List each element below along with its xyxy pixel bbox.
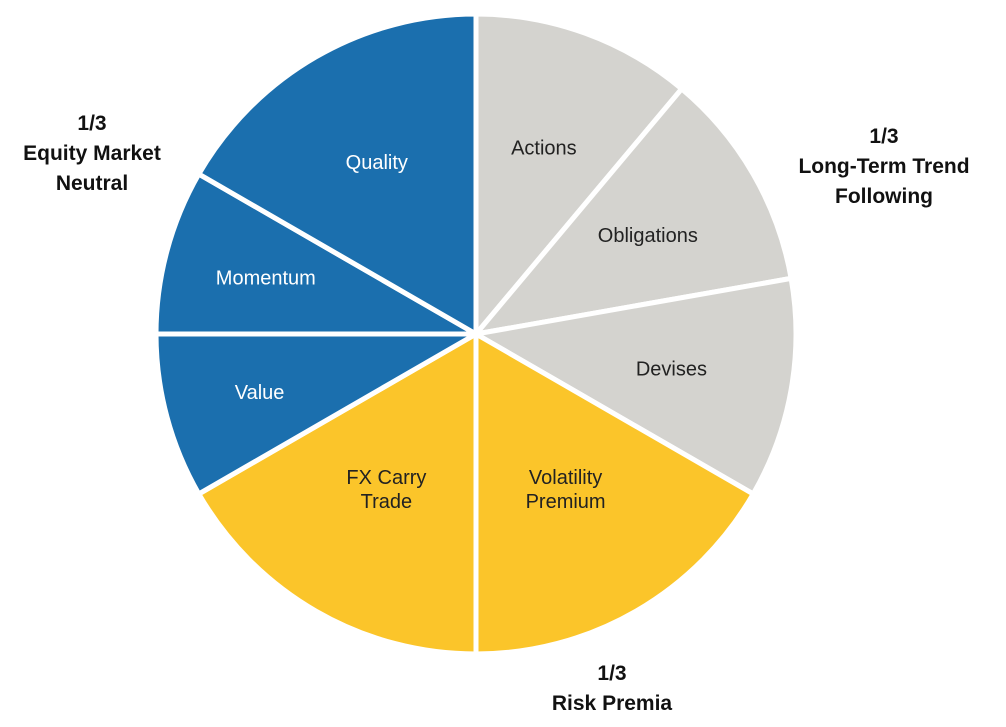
group-label-long-term-trend-following: 1/3 Long-Term Trend Following (798, 125, 969, 208)
pie-slice-labels: Actions Obligations Devises Volatility Premi… (216, 138, 707, 514)
slice-quality (196, 11, 479, 337)
group-label-equity-market-neutral: 1/3 Equity Market Neutral (23, 112, 161, 195)
slice-value (153, 331, 479, 497)
pie-slices (153, 11, 799, 657)
slice-label-fx-carry-trade: FX Carry Trade (346, 467, 426, 513)
slice-fx-carry-trade (196, 331, 479, 657)
slice-label-obligations: Obligations (598, 225, 698, 247)
slice-devises (473, 275, 799, 497)
slice-label-quality: Quality (346, 152, 408, 174)
slice-label-volatility-premium: Volatility Premium (526, 467, 606, 513)
slice-label-value: Value (235, 382, 285, 404)
group-labels: 1/3 Long-Term Trend Following 1/3 Risk Premi… (23, 112, 969, 715)
slice-label-actions: Actions (511, 138, 577, 160)
slice-obligations (473, 86, 794, 337)
slice-volatility-premium (473, 331, 756, 657)
slice-actions (473, 11, 685, 337)
slice-momentum (153, 171, 479, 337)
slice-label-momentum: Momentum (216, 268, 316, 290)
slice-label-devises: Devises (636, 358, 707, 380)
group-label-risk-premia: 1/3 Risk Premia (552, 662, 673, 715)
